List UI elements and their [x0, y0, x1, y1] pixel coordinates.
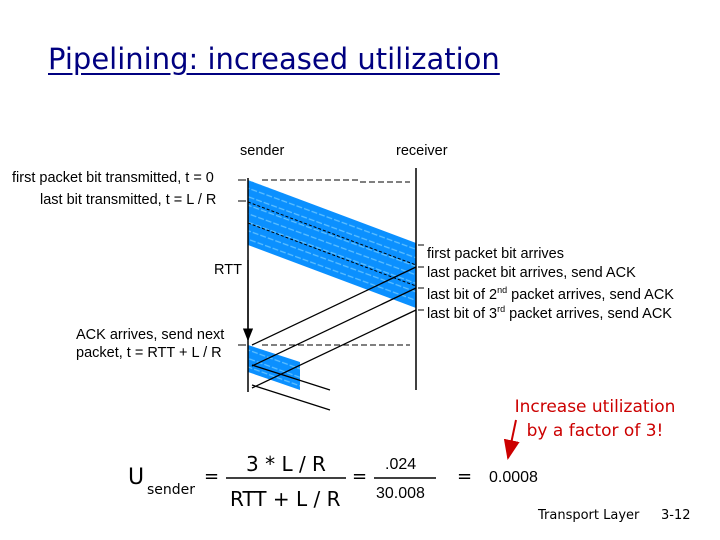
ack-line-3 — [251, 309, 417, 389]
formula-equals-2: = — [352, 466, 368, 487]
first-bit-transmitted-label: first packet bit transmitted, t = 0 — [12, 170, 214, 186]
ack-line-1 — [251, 266, 417, 346]
last-bit-transmitted-label: last bit transmitted, t = L / R — [40, 192, 217, 208]
utilization-note-line2: by a factor of 3! — [526, 421, 664, 441]
page-title: Pipelining: increased utilization — [48, 42, 500, 76]
formula-denominator-2: 30.008 — [376, 485, 425, 502]
formula-equals-3: = — [457, 466, 473, 487]
formula-u: U — [128, 465, 145, 490]
footer-chapter: Transport Layer — [538, 508, 640, 523]
note-arrow — [503, 419, 520, 460]
next-packet-line-1 — [251, 364, 331, 391]
first-bit-arrives-label: first packet bit arrives — [427, 246, 564, 262]
formula-numerator-2: .024 — [385, 456, 417, 473]
next-packet-band — [248, 345, 300, 390]
next-packet-line-2 — [251, 384, 331, 411]
footer-page-number: 3-12 — [661, 508, 691, 523]
ack-arrives-label-line1: ACK arrives, send next — [76, 327, 225, 343]
formula-denominator: RTT + L / R — [230, 487, 341, 511]
utilization-note-line1: Increase utilization — [514, 397, 676, 417]
ack-arrives-label-line2: packet, t = RTT + L / R — [76, 345, 222, 361]
second-packet-arrives-label: last bit of 2nd packet arrives, send ACK — [427, 285, 674, 303]
formula-result: 0.0008 — [489, 469, 538, 486]
rtt-label: RTT — [214, 262, 242, 278]
formula-subscript: sender — [147, 482, 196, 498]
ack-line-2 — [251, 287, 417, 367]
third-packet-arrives-label: last bit of 3rd packet arrives, send ACK — [427, 304, 672, 322]
packet-transmission-band — [248, 180, 416, 308]
formula-numerator: 3 * L / R — [246, 452, 326, 476]
receiver-label: receiver — [396, 143, 448, 159]
sender-label: sender — [240, 143, 285, 159]
last-bit-arrives-label: last packet bit arrives, send ACK — [427, 265, 636, 281]
formula-equals-1: = — [204, 466, 220, 487]
utilization-note: Increase utilization by a factor of 3! — [500, 395, 690, 443]
